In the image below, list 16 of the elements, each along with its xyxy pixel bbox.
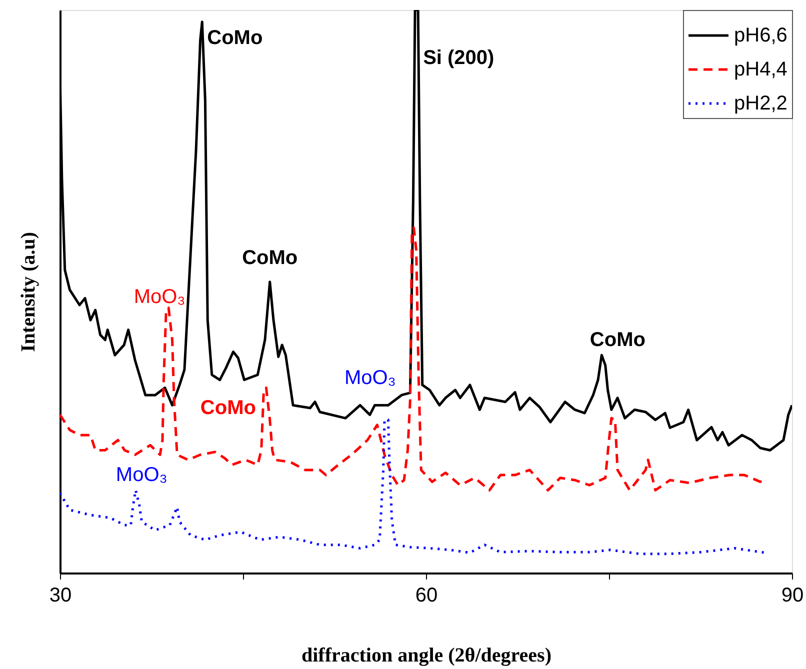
annotation: MoO₃ [134,286,186,308]
legend-label: pH2,2 [734,92,788,114]
legend-label: pH4,4 [734,58,788,80]
annotation: CoMo [590,329,646,352]
annotation: MoO₃ [344,366,396,389]
x-tick-label: 60 [415,584,438,606]
y-axis-title: Intensity (a.u) [18,232,40,352]
annotation: MoO₃ [116,464,168,486]
x-tick-label: 30 [49,584,72,606]
annotation: Si (200) [423,47,494,69]
legend-label: pH6,6 [734,24,788,46]
annotation: CoMo [207,26,263,49]
x-axis-title: diffraction angle (2θ/degrees) [301,644,552,666]
annotation: CoMo [200,396,256,419]
x-tick-label: 90 [781,584,804,606]
annotation: CoMo [242,246,298,269]
